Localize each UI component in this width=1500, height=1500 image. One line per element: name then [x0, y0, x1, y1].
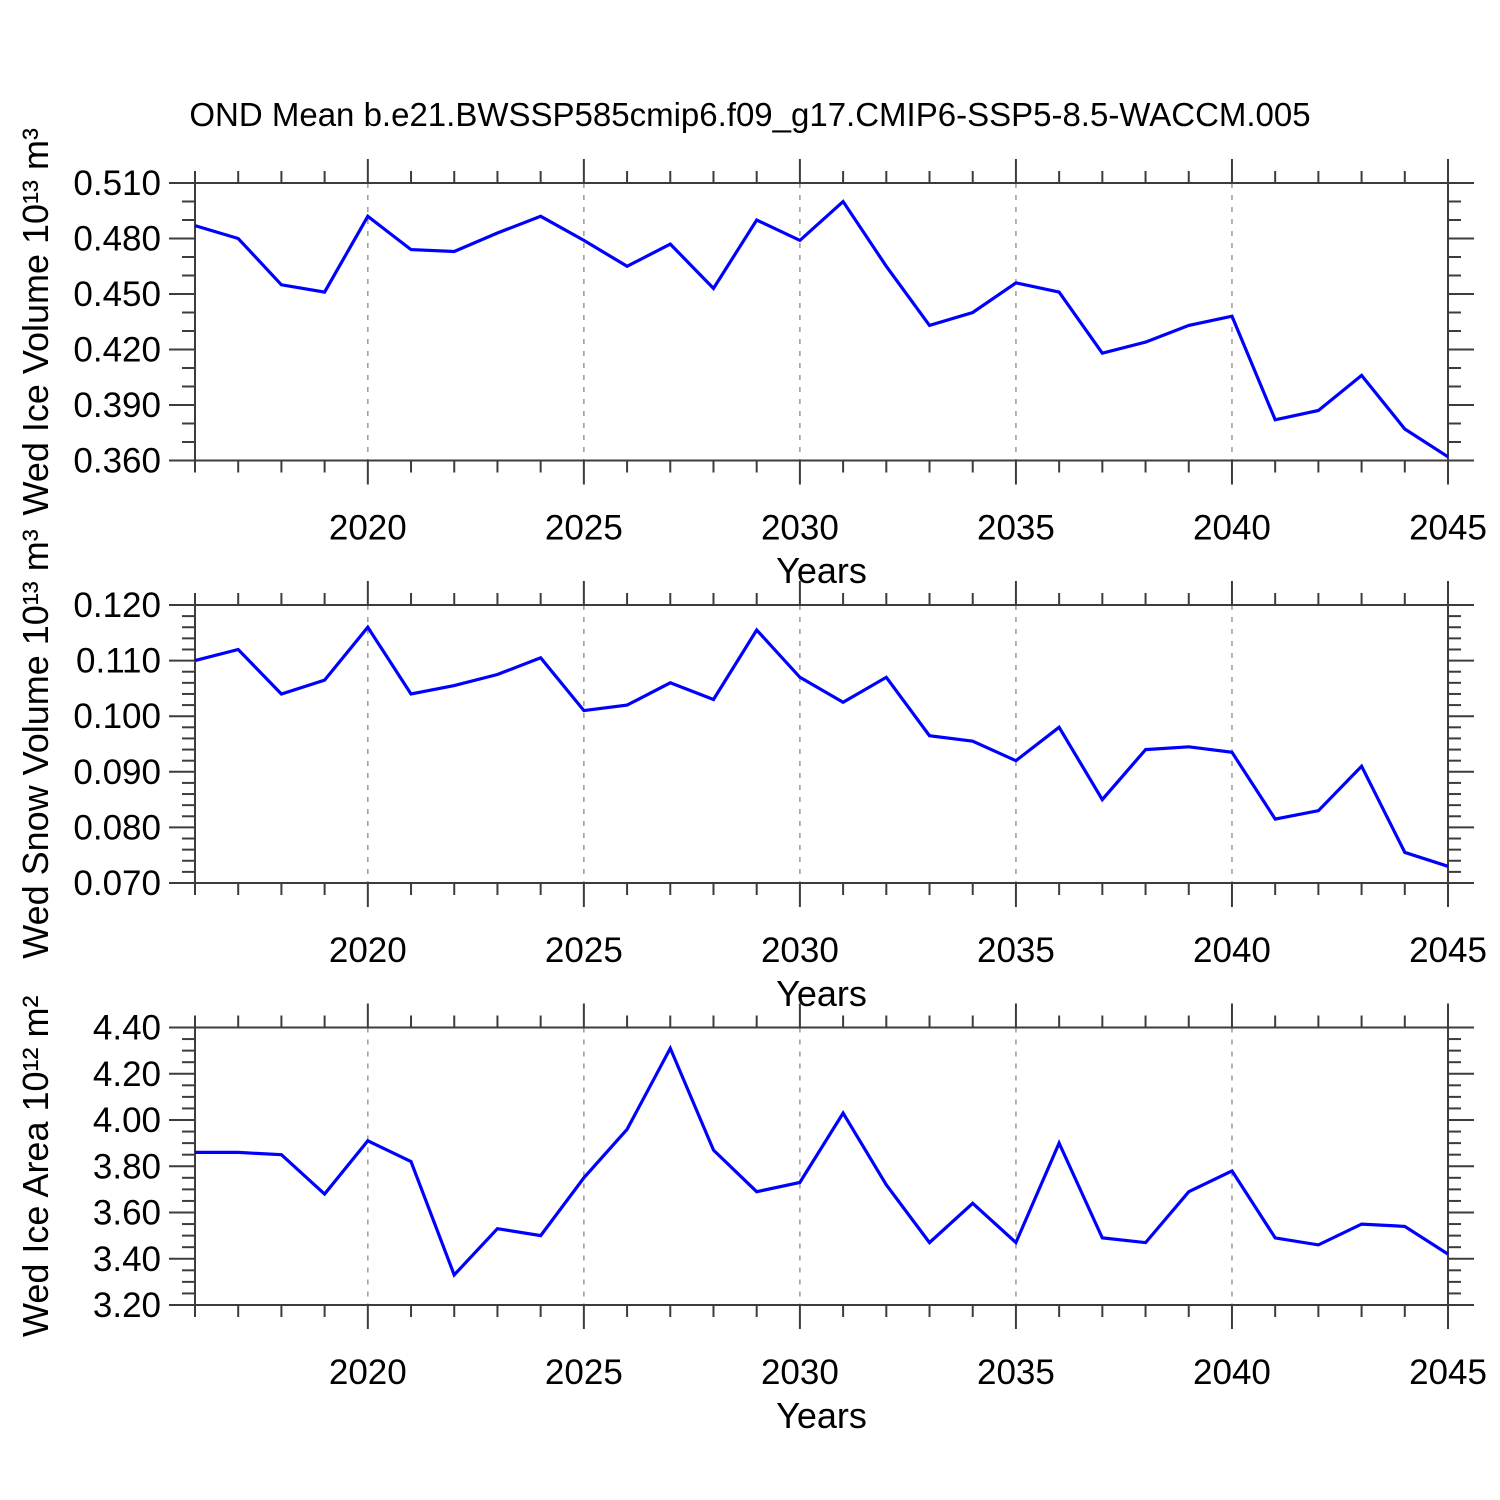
page-title: OND Mean b.e21.BWSSP585cmip6.f09_g17.CMI… — [189, 96, 1310, 133]
x-tick-label: 2030 — [761, 1353, 839, 1392]
x-tick-label: 2030 — [761, 509, 839, 548]
y-tick-labels: 0.070 0.080 0.090 0.100 0.110 0.120 — [73, 586, 161, 903]
y-tick-label: 0.510 — [73, 164, 161, 203]
plot-area-snow-volume: 2020 2025 2030 2035 2040 20450.0700.0800.0900… — [73, 581, 1487, 970]
panel-ice-area: 2020 2025 2030 2035 2040 2045 3.20 3.40 3.60 3.80… — [15, 996, 1487, 1436]
x-tick-label: 2030 — [761, 931, 839, 970]
x-tick-labels: 2020 2025 2030 2035 2040 2045 — [329, 1353, 1487, 1392]
y-tick-label: 0.110 — [76, 642, 161, 681]
panel-ice-volume: 2020 2025 2030 2035 2040 20450.3600.3900.4200… — [15, 128, 1487, 591]
panel-snow-volume: 2020 2025 2030 2035 2040 20450.0700.0800.0900… — [15, 529, 1487, 1014]
y-tick-label: 3.20 — [93, 1286, 161, 1325]
y-axis-label-ice-area: Wed Ice Area 10¹² m² — [15, 996, 56, 1337]
y-tick-label: 0.070 — [73, 864, 161, 903]
x-tick-label: 2020 — [329, 1353, 407, 1392]
x-axis-label-years-panel1: Years — [776, 550, 867, 591]
x-ticks — [194, 1003, 1449, 1329]
x-tick-label: 2035 — [977, 509, 1055, 548]
x-tick-label: 2035 — [977, 931, 1055, 970]
y-tick-label: 0.450 — [73, 275, 161, 314]
data-line — [194, 624, 1449, 868]
y-tick-label: 0.080 — [73, 808, 161, 847]
data-line — [194, 199, 1449, 459]
x-tick-label: 2040 — [1193, 931, 1271, 970]
y-tick-label: 4.20 — [93, 1055, 161, 1094]
y-tick-labels: 3.20 3.40 3.60 3.80 4.00 4.20 4.40 — [93, 1009, 161, 1326]
x-tick-label: 2020 — [329, 509, 407, 548]
x-axis-label-years-panel3: Years — [776, 1395, 867, 1436]
y-tick-label: 3.40 — [93, 1240, 161, 1279]
y-ticks — [169, 182, 1474, 462]
y-tick-label: 4.40 — [93, 1009, 161, 1048]
x-ticks — [194, 581, 1449, 907]
y-tick-label: 0.420 — [73, 331, 161, 370]
x-tick-labels: 2020 2025 2030 2035 2040 2045 — [329, 931, 1487, 970]
y-axis-label-ice-volume: Wed Ice Volume 10¹³ m³ — [15, 128, 56, 515]
y-tick-labels: 0.360 0.390 0.420 0.450 0.480 0.510 — [73, 164, 161, 481]
x-tick-label: 2035 — [977, 1353, 1055, 1392]
y-tick-label: 0.480 — [73, 220, 161, 259]
x-tick-labels: 2020 2025 2030 2035 2040 2045 — [329, 509, 1487, 548]
y-axis-label-snow-volume: Wed Snow Volume 10¹³ m³ — [15, 529, 56, 959]
y-tick-label: 0.120 — [73, 586, 161, 625]
plot-area-ice-area: 2020 2025 2030 2035 2040 2045 3.20 3.40 3.60 3.80… — [93, 1003, 1487, 1392]
x-tick-label: 2025 — [545, 509, 623, 548]
y-tick-label: 0.100 — [73, 697, 161, 736]
y-tick-label: 3.60 — [93, 1194, 161, 1233]
y-tick-label: 3.80 — [93, 1147, 161, 1186]
plot-border — [194, 604, 1449, 884]
x-tick-label: 2020 — [329, 931, 407, 970]
y-tick-label: 0.390 — [73, 386, 161, 425]
plot-area-ice-volume: 2020 2025 2030 2035 2040 20450.3600.3900.4200… — [73, 159, 1487, 548]
plot-border — [194, 182, 1449, 462]
y-tick-label: 0.090 — [73, 753, 161, 792]
data-line — [195, 1044, 1449, 1278]
gridlines — [367, 1027, 1233, 1305]
x-tick-label: 2045 — [1409, 509, 1487, 548]
y-ticks — [169, 1026, 1474, 1306]
x-ticks — [194, 159, 1449, 485]
x-tick-label: 2025 — [545, 931, 623, 970]
x-tick-label: 2040 — [1193, 509, 1271, 548]
x-tick-label: 2045 — [1409, 1353, 1487, 1392]
y-ticks — [169, 604, 1474, 884]
plot-border — [194, 1026, 1449, 1306]
y-tick-label: 4.00 — [93, 1101, 161, 1140]
x-tick-label: 2025 — [545, 1353, 623, 1392]
x-tick-label: 2040 — [1193, 1353, 1271, 1392]
gridlines — [367, 605, 1233, 883]
gridlines — [367, 183, 1233, 461]
x-axis-label-years-panel2: Years — [776, 973, 867, 1014]
y-tick-label: 0.360 — [73, 442, 161, 481]
x-tick-label: 2045 — [1409, 931, 1487, 970]
